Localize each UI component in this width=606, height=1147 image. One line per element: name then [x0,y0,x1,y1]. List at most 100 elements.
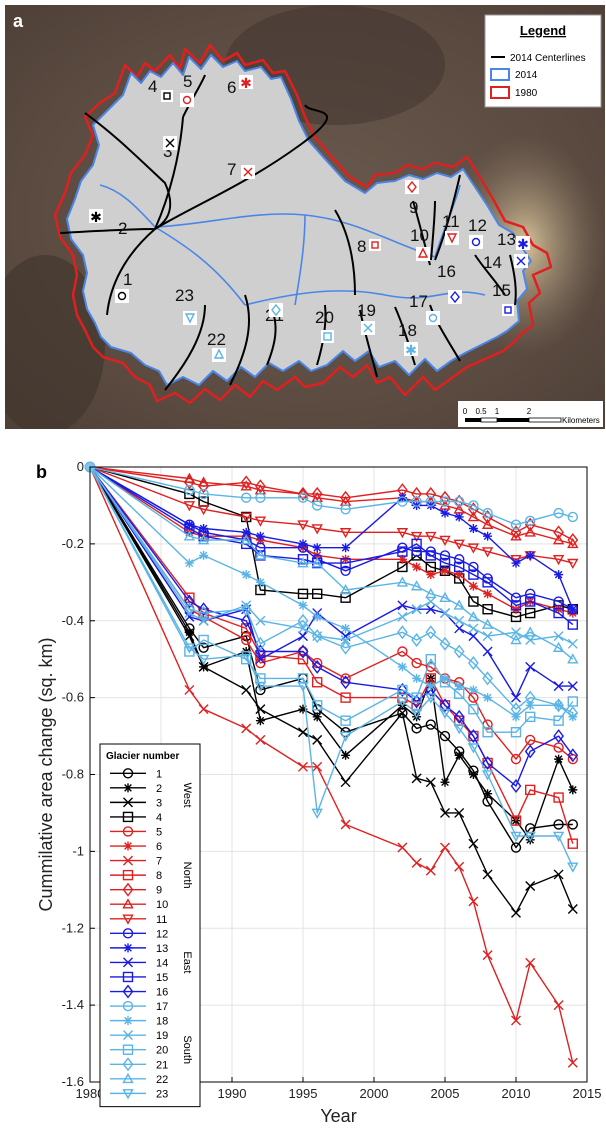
data-point [525,661,536,672]
glacier-symbol-20 [323,332,332,341]
data-point [454,623,465,634]
data-point [440,807,450,818]
area-change-chart: 198019851990199520002005201020150-0.2-0.… [0,440,606,1142]
series-17 [89,466,578,530]
legend-item-label: 2014 [515,70,538,81]
glacier-symbol-8 [371,241,379,249]
data-point [567,638,578,649]
data-point [425,693,437,704]
legend-item-label: 1 [156,768,162,780]
data-point [453,644,465,659]
data-point [397,625,408,640]
legend-item-label: 20 [156,1045,168,1057]
legend-item-label: 23 [156,1088,168,1100]
x-axis-label: Year [320,1106,356,1126]
chart-series [84,461,579,1068]
series-line [89,466,573,526]
glacier-label: 13 [497,230,516,249]
data-point [525,734,536,746]
chart-legend: Glacier number12345678910111213141516171… [99,743,201,1108]
x-tick-label: 1995 [289,1086,318,1101]
data-point [340,777,351,788]
data-point [297,486,309,501]
glacier-label: 20 [315,308,334,327]
data-point [298,600,308,610]
data-point [411,657,422,669]
data-point [510,525,522,540]
data-point [340,504,351,515]
data-point [312,712,322,722]
data-point [241,570,251,580]
data-point [511,692,521,703]
x-tick-label: 2015 [573,1086,602,1101]
data-point [198,704,209,715]
legend-item-label: 14 [156,957,168,969]
data-point [425,531,437,543]
data-point [439,636,451,651]
data-point [198,488,209,500]
data-point [425,682,437,697]
data-point [510,831,522,842]
data-point [553,631,564,642]
data-point [468,524,478,533]
data-point [240,480,252,491]
x-tick-label: 2005 [431,1086,460,1101]
data-point [311,486,323,501]
data-point [567,511,578,523]
glacier-label: 7 [227,160,236,179]
data-point [525,607,536,619]
data-point [397,684,408,696]
data-point [254,516,267,527]
glacier-symbol-23 [184,313,196,324]
data-point [311,629,323,644]
data-point [184,484,195,496]
data-point [297,557,309,568]
data-point [468,685,478,695]
data-point [122,928,134,939]
y-tick-label: -1.6 [62,1074,84,1089]
data-point [567,619,578,630]
data-point [510,842,522,853]
data-point [240,651,252,662]
centerlines-2014 [59,74,517,391]
data-point [198,606,209,621]
ice-flow-lines-2014 [99,184,486,306]
data-point [510,634,522,645]
data-point [454,861,465,872]
legend-item-label: 15 [156,972,168,984]
data-point [297,681,309,693]
data-point [567,558,579,570]
data-point [410,708,423,719]
glacier-symbol-4 [163,92,171,100]
data-point [482,869,493,880]
data-point [454,688,465,699]
data-point [397,842,408,853]
data-point [122,984,134,999]
series-21 [89,466,579,720]
scale-segment [528,417,562,423]
data-point [122,1072,134,1084]
data-point [567,838,578,849]
data-point [510,815,522,826]
glacier-symbol-9 [407,180,417,194]
glacier-label: 9 [409,198,418,217]
data-point [510,592,522,603]
data-point [439,496,451,507]
data-point [297,613,309,628]
legend-swatch-1980 [490,86,510,99]
data-point [312,543,322,553]
data-point [199,550,209,560]
data-point [340,490,351,505]
x-tick-label: 2010 [502,1086,531,1101]
data-point [411,723,422,734]
data-point [481,618,494,629]
data-point [467,610,480,622]
data-point [122,1000,134,1012]
legend-item-label: 4 [156,812,162,824]
data-point [339,584,352,595]
legend-item-label: 10 [156,899,168,911]
data-point [340,557,351,569]
data-point [184,602,195,617]
data-point [298,727,308,738]
data-point [483,789,493,799]
